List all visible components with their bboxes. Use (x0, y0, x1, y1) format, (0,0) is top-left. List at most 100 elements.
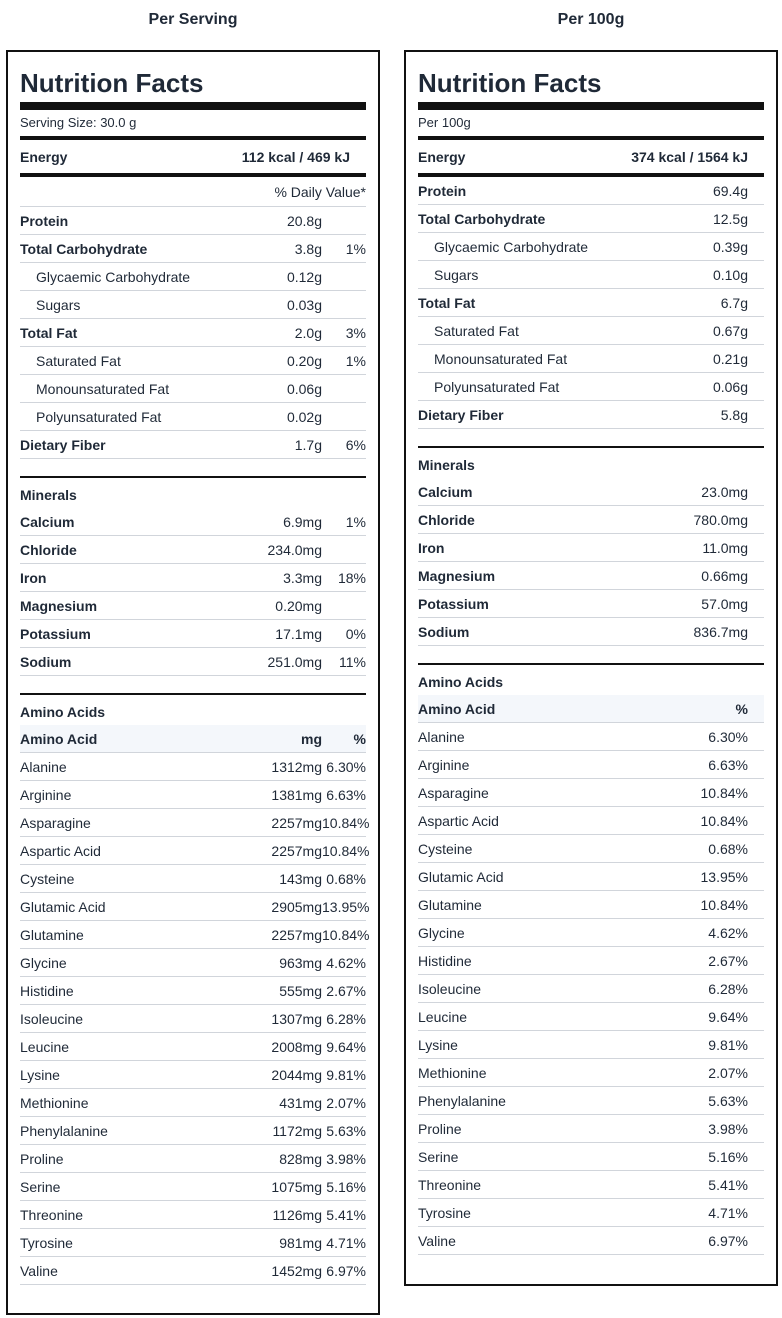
divider (418, 136, 764, 140)
mineral-row: Calcium 23.0mg (418, 478, 764, 506)
nutrition-facts-title: Nutrition Facts (20, 68, 204, 98)
amino-pct: 6.28% (326, 1010, 366, 1027)
amino-row: Cysteine 143mg 0.68% (20, 865, 366, 893)
amino-row: Methionine 431mg 2.07% (20, 1089, 366, 1117)
amino-row: Asparagine 10.84% (418, 779, 764, 807)
amino-pct: 6.63% (708, 756, 748, 773)
amino-mg: 1452mg (271, 1262, 322, 1279)
row-label: Calcium (418, 483, 473, 500)
energy-value: 374 kcal / 1564 kJ (631, 148, 748, 165)
amino-row: Serine 5.16% (418, 1143, 764, 1171)
row-label: Sugars (36, 296, 81, 313)
row-value: 0.06g (712, 378, 748, 395)
row-label: Protein (418, 182, 467, 199)
row-value: 836.7mg (693, 623, 748, 640)
row-value: 780.0mg (693, 511, 748, 528)
per-100g-heading: Per 100g (557, 11, 625, 28)
row-daily-value: 3% (345, 324, 366, 341)
amino-mg: 963mg (279, 954, 322, 971)
amino-name: Glutamic Acid (418, 868, 504, 885)
amino-name: Serine (418, 1148, 459, 1165)
divider-thick (20, 102, 366, 110)
amino-name: Lysine (20, 1066, 60, 1083)
amino-name: Proline (418, 1120, 462, 1137)
amino-name: Leucine (418, 1008, 468, 1025)
amino-mg: 555mg (279, 982, 322, 999)
amino-mg: 1307mg (271, 1010, 322, 1027)
row-label: Magnesium (20, 597, 98, 614)
row-label: Dietary Fiber (20, 436, 106, 453)
amino-name: Methionine (418, 1064, 487, 1081)
row-value: 12.5g (712, 210, 748, 227)
row-value: 17.1mg (275, 625, 322, 642)
row-label: Potassium (20, 625, 91, 642)
nutrition-panel-per-serving: Nutrition Facts Serving Size: 30.0 g Ene… (6, 50, 380, 1315)
row-label: Iron (20, 569, 47, 586)
amino-name: Alanine (20, 758, 67, 775)
nutrient-row: Monounsaturated Fat 0.21g (418, 345, 764, 373)
row-label: Polyunsaturated Fat (36, 408, 162, 425)
amino-pct: 9.81% (708, 1036, 748, 1053)
divider-thick (418, 102, 764, 110)
amino-name: Alanine (418, 728, 465, 745)
minerals-title: Minerals (20, 487, 77, 503)
amino-mg: 2257mg (271, 814, 322, 831)
row-daily-value: 1% (345, 240, 366, 257)
amino-name: Asparagine (418, 784, 489, 801)
nutrient-row: Dietary Fiber 1.7g 6% (20, 431, 366, 459)
nutrient-row: Sugars 0.10g (418, 261, 764, 289)
amino-pct: 6.97% (326, 1262, 366, 1279)
row-value: 3.8g (294, 240, 322, 257)
amino-name: Aspartic Acid (20, 842, 101, 859)
amino-row: Glycine 4.62% (418, 919, 764, 947)
amino-row: Histidine 555mg 2.67% (20, 977, 366, 1005)
amino-list: Alanine 1312mg 6.30% Arginine 1381mg 6.63% Asp… (20, 753, 370, 1285)
row-value: 0.20g (286, 352, 322, 369)
amino-name: Methionine (20, 1094, 89, 1111)
row-label: Calcium (20, 513, 75, 530)
nutrient-row: Total Fat 6.7g (418, 289, 764, 317)
amino-row: Glutamine 10.84% (418, 891, 764, 919)
amino-name: Arginine (20, 786, 72, 803)
mineral-row: Sodium 251.0mg 11% (20, 648, 366, 676)
row-label: Monounsaturated Fat (36, 380, 170, 397)
serving-size: Serving Size: 30.0 g (20, 115, 137, 130)
amino-pct: 9.64% (326, 1038, 366, 1055)
amino-list: Alanine 6.30% Arginine 6.63% Asparagine 10.84… (418, 723, 764, 1255)
amino-row: Threonine 1126mg 5.41% (20, 1201, 366, 1229)
mineral-row: Sodium 836.7mg (418, 618, 764, 646)
amino-pct: 6.63% (326, 786, 366, 803)
amino-pct: 2.07% (708, 1064, 748, 1081)
row-value: 0.67g (712, 322, 748, 339)
row-value: 0.20mg (275, 597, 322, 614)
amino-name: Aspartic Acid (418, 812, 499, 829)
nutrient-row: Protein 69.4g (418, 177, 764, 205)
amino-row: Glutamine 2257mg 10.84% (20, 921, 370, 949)
minerals-list: Calcium 6.9mg 1% Chloride 234.0mg Iron 3.3mg 18… (20, 508, 366, 676)
per-serving-heading: Per Serving (148, 11, 238, 28)
amino-pct: 3.98% (326, 1150, 366, 1167)
amino-row: Cysteine 0.68% (418, 835, 764, 863)
amino-pct: 10.84% (322, 926, 370, 943)
row-label: Protein (20, 212, 69, 229)
row-label: Chloride (20, 541, 77, 558)
divider (20, 476, 366, 478)
amino-pct: 6.30% (326, 758, 366, 775)
amino-pct: 0.68% (708, 840, 748, 857)
amino-row: Proline 828mg 3.98% (20, 1145, 366, 1173)
amino-acids-title: Amino Acids (418, 674, 504, 690)
amino-pct: 6.97% (708, 1232, 748, 1249)
amino-name: Threonine (418, 1176, 482, 1193)
amino-pct: 3.98% (708, 1120, 748, 1137)
row-value: 0.02g (286, 408, 322, 425)
nutrient-row: Protein 20.8g (20, 207, 366, 235)
nutrient-row: Polyunsaturated Fat 0.02g (20, 403, 366, 431)
row-value: 234.0mg (267, 541, 322, 558)
row-value: 0.10g (712, 266, 748, 283)
amino-pct: 5.63% (708, 1092, 748, 1109)
energy-label: Energy (418, 148, 466, 165)
row-value: 5.8g (720, 406, 748, 423)
row-value: 251.0mg (267, 653, 322, 670)
amino-pct: 10.84% (322, 842, 370, 859)
amino-mg: 1126mg (272, 1206, 322, 1223)
